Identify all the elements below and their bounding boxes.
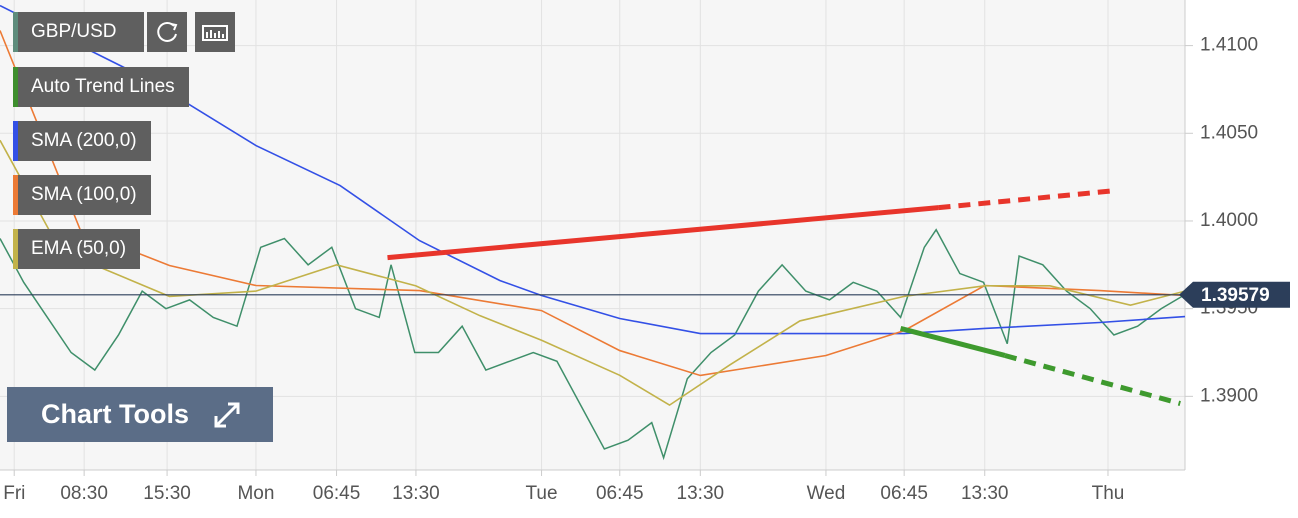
legend-item[interactable]: SMA (100,0) xyxy=(13,175,151,215)
x-tick-label: 15:30 xyxy=(143,483,191,504)
symbol: GBP/USD xyxy=(31,21,117,42)
trend-line xyxy=(387,205,939,261)
trend-line xyxy=(1004,353,1181,406)
x-tick-label: 13:30 xyxy=(392,483,440,504)
price-line xyxy=(0,228,1186,461)
x-tick-label: Wed xyxy=(807,483,846,504)
y-tick-label: 1.4100 xyxy=(1200,35,1258,56)
last-price-label: 1.39579 xyxy=(1201,285,1270,306)
refresh-button[interactable] xyxy=(147,12,187,52)
indicator-line xyxy=(0,139,1186,407)
x-tick-label: 06:45 xyxy=(596,483,644,504)
x-tick-label: Fri xyxy=(3,483,25,504)
indicator-line xyxy=(0,4,1186,335)
legend-swatch xyxy=(13,121,18,161)
legend-item[interactable]: EMA (50,0) xyxy=(13,229,141,269)
y-tick-label: 1.4000 xyxy=(1200,210,1258,231)
x-tick-label: 13:30 xyxy=(961,483,1009,504)
x-tick-label: Tue xyxy=(526,483,558,504)
x-tick-label: 08:30 xyxy=(60,483,108,504)
x-tick-label: 13:30 xyxy=(677,483,725,504)
x-tick-label: 06:45 xyxy=(313,483,361,504)
settings-icon xyxy=(202,25,228,41)
symbol-button[interactable]: GBP/USD xyxy=(13,12,144,52)
chart-tools-label: Chart Tools xyxy=(41,399,189,429)
trend-line xyxy=(938,188,1116,211)
legend-label: Auto Trend Lines xyxy=(31,76,175,97)
expand-icon xyxy=(214,402,240,428)
legend-label: SMA (200,0) xyxy=(31,130,137,151)
y-tick-label: 1.4050 xyxy=(1200,122,1258,143)
legend-item[interactable]: Auto Trend Lines xyxy=(13,67,189,107)
settings-button[interactable] xyxy=(195,12,235,52)
legend-label: EMA (50,0) xyxy=(31,238,127,259)
legend-swatch xyxy=(13,175,18,215)
refresh-icon xyxy=(157,21,178,42)
x-tick-label: 06:45 xyxy=(880,483,928,504)
legend-label: SMA (100,0) xyxy=(31,184,137,205)
last-price-tag xyxy=(1179,281,1290,308)
trend-line xyxy=(899,326,1006,358)
y-tick-label: 1.3900 xyxy=(1200,385,1258,406)
x-tick-label: Thu xyxy=(1092,483,1125,504)
legend-swatch xyxy=(13,229,18,269)
chart-tools-button[interactable]: Chart Tools xyxy=(7,387,273,442)
legend-item[interactable]: SMA (200,0) xyxy=(13,121,151,161)
x-tick-label: Mon xyxy=(237,483,274,504)
